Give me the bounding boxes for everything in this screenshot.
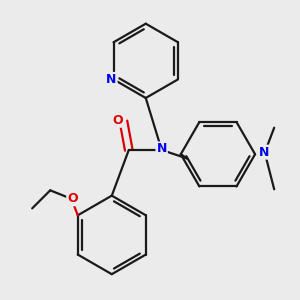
Text: N: N — [157, 142, 167, 155]
Text: O: O — [67, 192, 78, 205]
Text: N: N — [106, 73, 117, 86]
Text: N: N — [258, 146, 269, 159]
Text: O: O — [113, 114, 124, 127]
